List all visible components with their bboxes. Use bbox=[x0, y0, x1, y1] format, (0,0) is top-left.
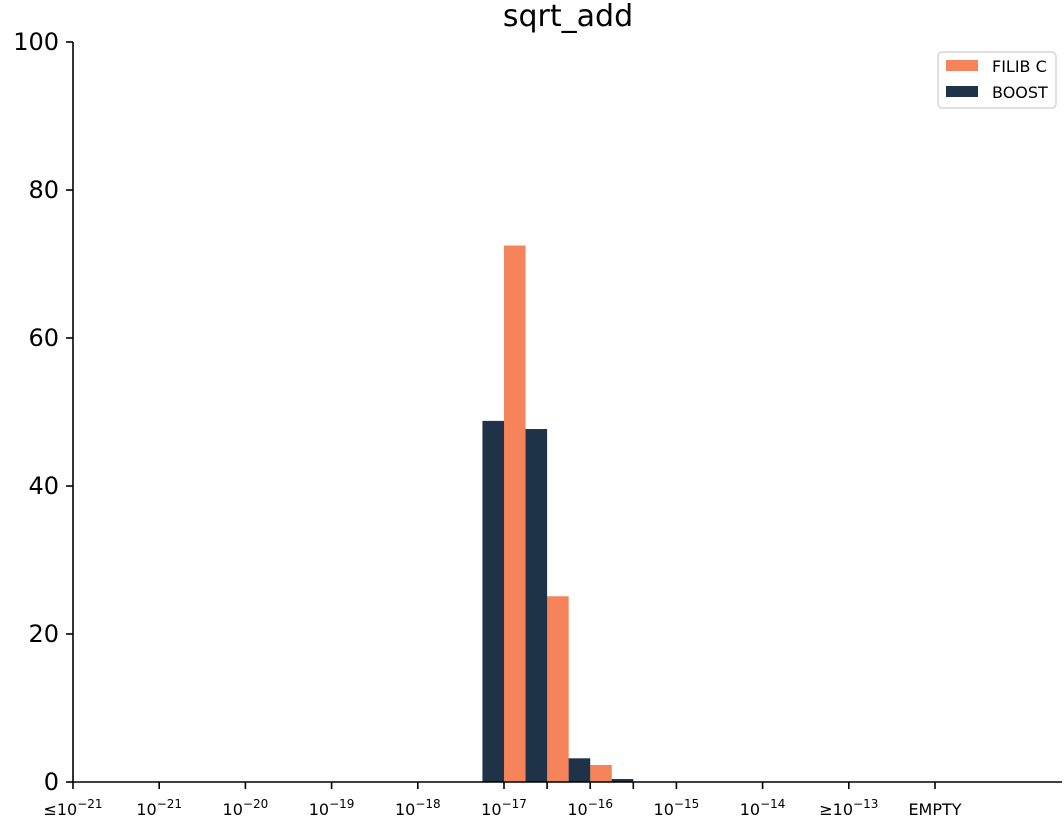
bar-filib-c-1 bbox=[547, 596, 569, 782]
bar-filib-c-2 bbox=[590, 764, 612, 782]
x-tick-label-4: 10−18 bbox=[395, 797, 441, 819]
x-tick-label-10: EMPTY bbox=[908, 800, 961, 819]
x-tick-label-0: ≤10−21 bbox=[43, 797, 102, 819]
bar-boost-0 bbox=[482, 420, 505, 782]
x-tick-label-8: 10−14 bbox=[740, 797, 786, 819]
x-tick-label-2: 10−20 bbox=[223, 797, 269, 819]
y-tick-label-60: 60 bbox=[28, 324, 59, 352]
y-tick-label-20: 20 bbox=[28, 620, 59, 648]
x-tick-label-3: 10−19 bbox=[309, 797, 355, 819]
chart-title: sqrt_add bbox=[503, 0, 633, 34]
legend-swatch-1 bbox=[946, 86, 978, 97]
bars-group bbox=[482, 245, 634, 782]
y-tick-label-80: 80 bbox=[28, 176, 59, 204]
y-axis: 0 20 40 60 80 100 bbox=[13, 28, 74, 796]
bar-boost-1 bbox=[525, 429, 548, 782]
x-tick-label-1: 10−21 bbox=[136, 797, 182, 819]
x-tick-label-7: 10−15 bbox=[654, 797, 700, 819]
bar-boost-2 bbox=[568, 758, 591, 782]
bar-filib-c-0 bbox=[503, 245, 526, 782]
x-tick-label-9: ≥10−13 bbox=[819, 797, 878, 819]
y-tick-label-0: 0 bbox=[44, 768, 59, 796]
y-tick-label-100: 100 bbox=[13, 28, 59, 56]
legend: FILIB C BOOST bbox=[937, 51, 1057, 109]
y-tick-label-40: 40 bbox=[28, 472, 59, 500]
x-axis: ≤10−21 10−21 10−20 10−19 10−18 10−17 10−16 10−1… bbox=[43, 781, 1062, 819]
x-tick-label-6: 10−16 bbox=[567, 797, 613, 819]
x-tick-label-5: 10−17 bbox=[481, 797, 527, 819]
legend-swatch-0 bbox=[946, 60, 978, 71]
bar-boost-3 bbox=[611, 779, 634, 782]
legend-label-1: BOOST bbox=[992, 83, 1048, 102]
legend-label-0: FILIB C bbox=[992, 57, 1047, 76]
